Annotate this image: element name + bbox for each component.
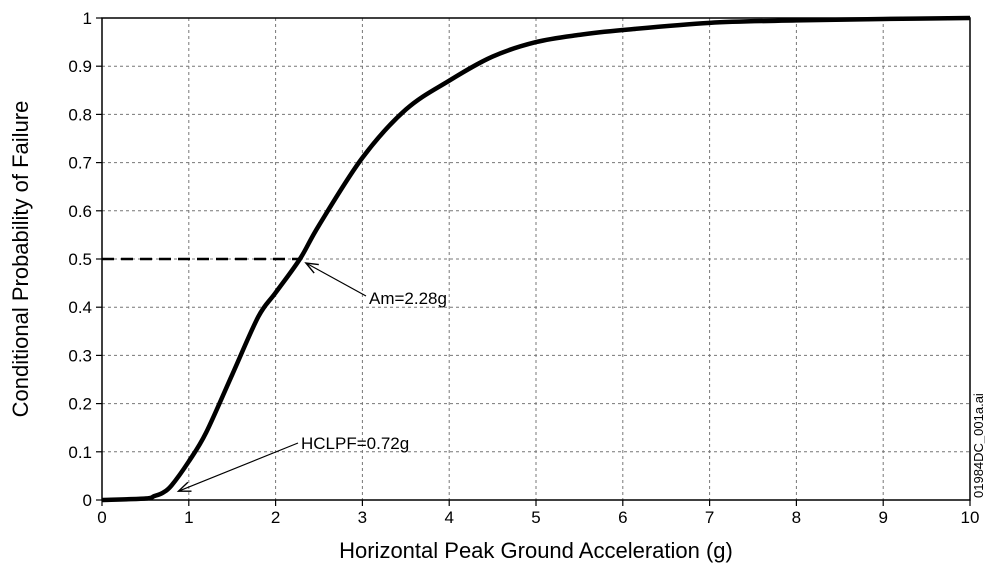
am-leader bbox=[305, 262, 367, 297]
x-tick-label: 1 bbox=[184, 508, 193, 527]
am-arrowhead bbox=[304, 262, 319, 274]
y-tick-label: 0.2 bbox=[68, 395, 92, 414]
y-tick-label: 0.1 bbox=[68, 443, 92, 462]
x-tick-label: 4 bbox=[444, 508, 453, 527]
y-tick-label: 0.6 bbox=[68, 202, 92, 221]
fragility-curve bbox=[101, 15, 971, 503]
hclpf-annotation-label: HCLPF=0.72g bbox=[301, 434, 409, 453]
hclpf-arrowhead bbox=[176, 481, 192, 492]
y-tick-label: 0.9 bbox=[68, 57, 92, 76]
x-tick-label: 0 bbox=[97, 508, 106, 527]
y-tick-label: 0 bbox=[83, 491, 92, 510]
x-tick-label: 9 bbox=[878, 508, 887, 527]
am-annotation-label: Am=2.28g bbox=[369, 289, 447, 308]
x-tick-label: 6 bbox=[618, 508, 627, 527]
y-tick-label: 0.7 bbox=[68, 154, 92, 173]
x-tick-label: 2 bbox=[271, 508, 280, 527]
x-tick-label: 7 bbox=[705, 508, 714, 527]
gridlines bbox=[102, 18, 970, 500]
x-tick-label: 10 bbox=[961, 508, 980, 527]
y-tick-label: 0.5 bbox=[68, 250, 92, 269]
y-tick-label: 0.8 bbox=[68, 105, 92, 124]
x-tick-label: 5 bbox=[531, 508, 540, 527]
y-axis-label: Conditional Probability of Failure bbox=[8, 101, 33, 418]
hclpf-leader bbox=[178, 442, 299, 492]
file-id-label: 01984DC_001a.ai bbox=[971, 393, 985, 498]
y-tick-labels: 0 0.1 0.2 0.3 0.4 0.5 0.6 0.7 0.8 0.9 1 bbox=[68, 9, 102, 510]
series-group bbox=[101, 15, 971, 503]
y-tick-label: 1 bbox=[83, 9, 92, 28]
x-axis-label: Horizontal Peak Ground Acceleration (g) bbox=[339, 538, 733, 563]
annotations: Am=2.28g HCLPF=0.72g bbox=[176, 262, 447, 492]
x-tick-label: 3 bbox=[358, 508, 367, 527]
y-tick-label: 0.4 bbox=[68, 298, 92, 317]
y-tick-label: 0.3 bbox=[68, 346, 92, 365]
x-tick-labels: 0 1 2 3 4 5 6 7 8 9 10 bbox=[97, 500, 979, 527]
x-tick-label: 8 bbox=[792, 508, 801, 527]
